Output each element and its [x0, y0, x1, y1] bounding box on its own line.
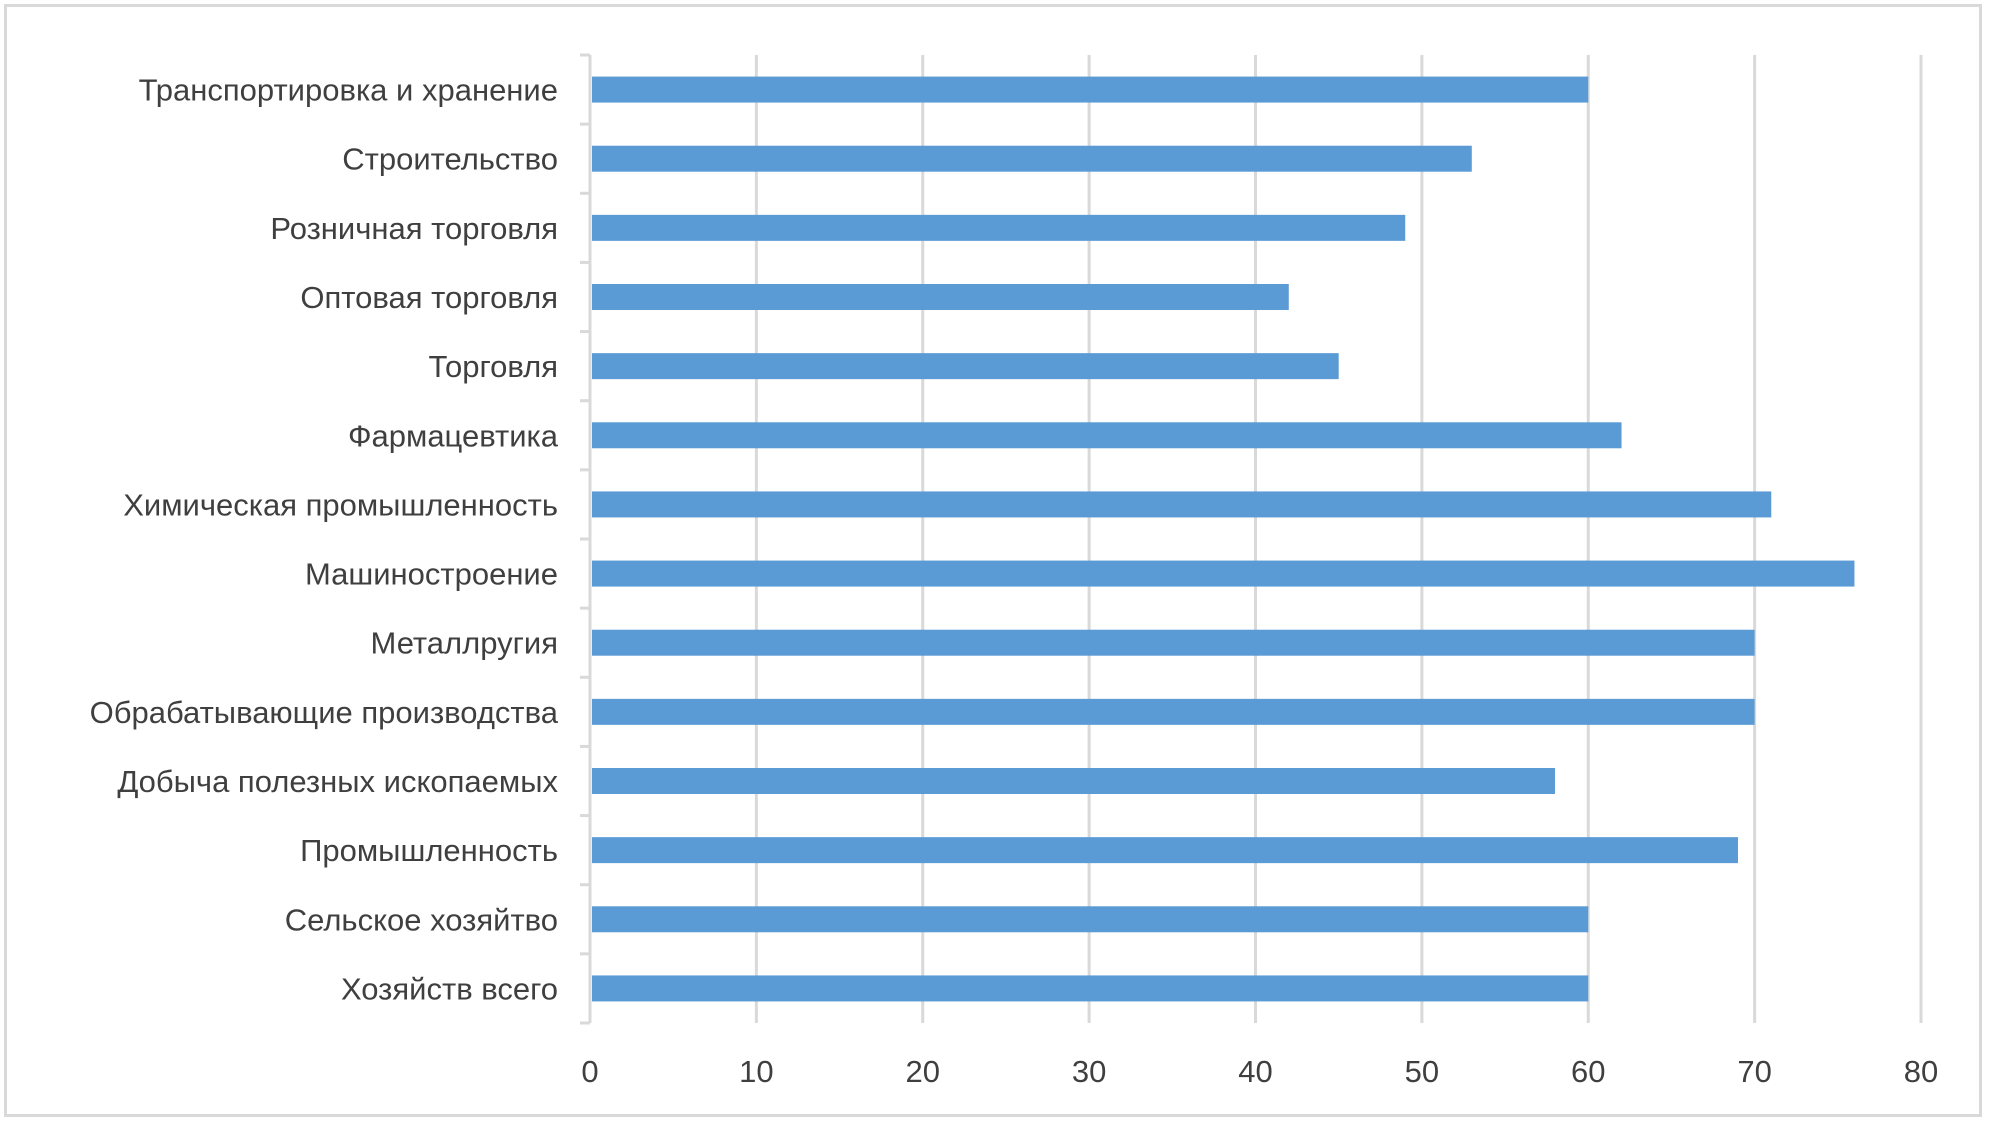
tick-label-40: 40 [1238, 1054, 1272, 1089]
bar-11 [592, 214, 1406, 241]
bar-6 [592, 560, 1855, 587]
gridlines [754, 55, 1923, 1023]
bar-7 [592, 491, 1772, 518]
bar-8 [592, 422, 1622, 449]
chart-frame: Хозяйств всего Сельское хозяйтво Промышлен… [4, 4, 1982, 1117]
bar-3 [592, 768, 1555, 794]
category-label-5: Металлругия [371, 626, 558, 661]
bar-0 [592, 975, 1589, 1002]
bar-13 [592, 76, 1589, 103]
category-label-8: Фармацевтика [348, 418, 559, 453]
category-label-6: Машиностроение [305, 557, 558, 592]
bar-5 [592, 629, 1755, 656]
bar-9 [592, 353, 1339, 380]
bars [592, 76, 1855, 1002]
tick-label-20: 20 [906, 1054, 940, 1089]
tick-label-60: 60 [1571, 1054, 1605, 1089]
bar-10 [592, 284, 1289, 310]
tick-label-10: 10 [739, 1054, 773, 1089]
value-axis-tick-labels: 0 10 20 30 40 50 60 70 80 [581, 1054, 1938, 1089]
category-label-11: Розничная торговля [270, 211, 558, 246]
tick-label-50: 50 [1405, 1054, 1439, 1089]
category-label-4: Обрабатывающие производства [90, 695, 559, 730]
category-label-3: Добыча полезных ископаемых [117, 764, 558, 799]
bar-4 [592, 698, 1755, 725]
category-label-1: Сельское хозяйтво [285, 902, 558, 937]
category-labels: Хозяйств всего Сельское хозяйтво Промышлен… [90, 73, 559, 1007]
tick-label-80: 80 [1904, 1054, 1938, 1089]
category-label-10: Оптовая торговля [300, 280, 558, 315]
category-axis [580, 53, 592, 1025]
category-label-2: Промышленность [300, 833, 558, 868]
tick-label-70: 70 [1737, 1054, 1771, 1089]
category-label-12: Строительство [342, 142, 558, 177]
tick-label-30: 30 [1072, 1054, 1106, 1089]
category-label-9: Торговля [429, 349, 559, 384]
category-label-13: Транспортировка и хранение [139, 73, 558, 108]
bar-12 [592, 145, 1472, 172]
category-label-7: Химическая промышленность [123, 487, 558, 522]
bar-1 [592, 906, 1589, 933]
category-label-0: Хозяйств всего [341, 971, 558, 1006]
tick-label-0: 0 [581, 1054, 598, 1089]
bar-chart: Хозяйств всего Сельское хозяйтво Промышлен… [90, 53, 1938, 1089]
bar-2 [592, 837, 1738, 864]
